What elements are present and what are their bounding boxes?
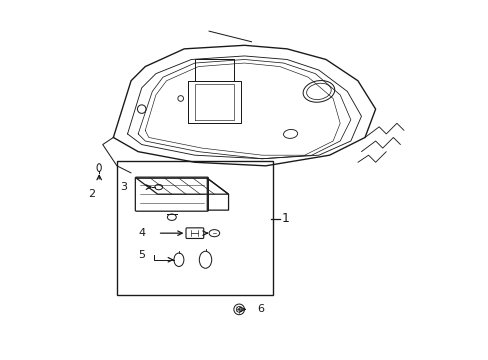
Text: 1: 1 [281,212,289,225]
Text: 5: 5 [138,251,145,261]
Text: 4: 4 [138,228,145,238]
Text: 2: 2 [88,189,96,199]
Text: 6: 6 [256,304,264,314]
Bar [117,161,272,295]
Text: 3: 3 [120,182,127,192]
